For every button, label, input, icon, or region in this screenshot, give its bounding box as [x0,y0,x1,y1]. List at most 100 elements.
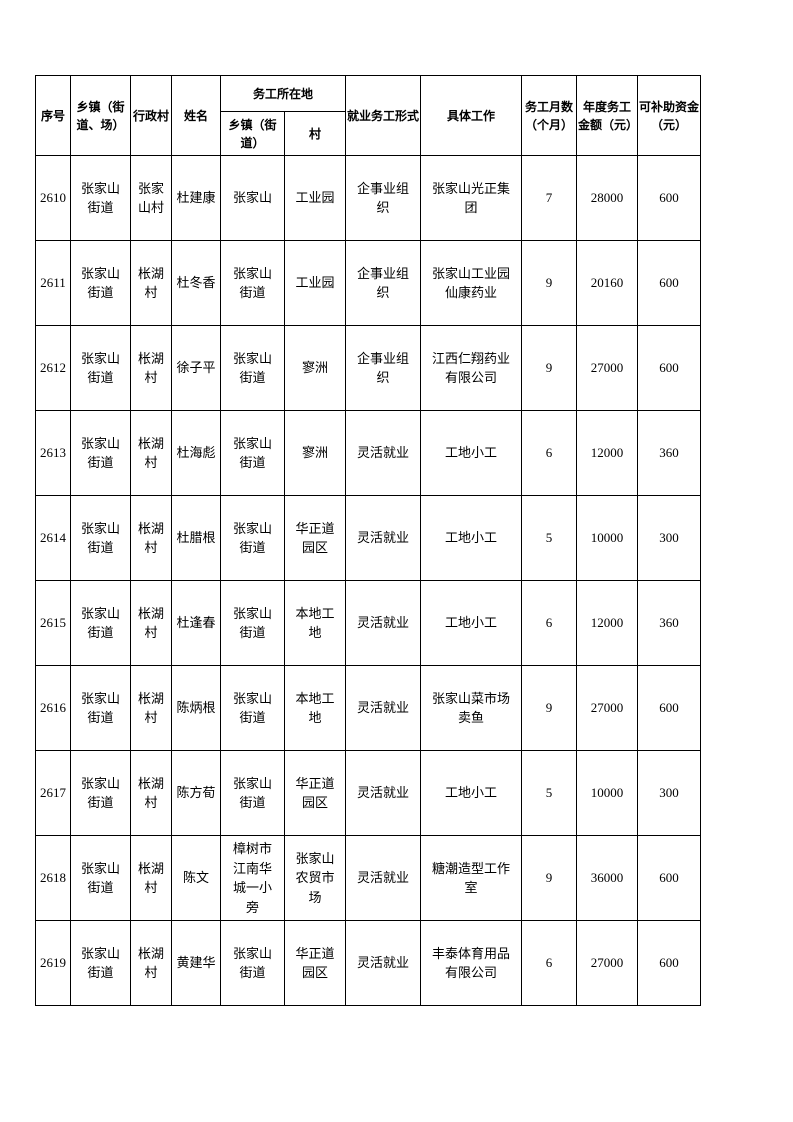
header-work-location-group: 务工所在地 [219,75,347,112]
cell-serial: 2611 [35,240,71,326]
cell-serial: 2617 [35,750,71,836]
cell-job: 工地小工 [420,410,523,496]
table-row: 2618 张家山街道 枨湖村 陈文 樟树市江南华城一小旁 张家山农贸市场 灵活就业 糖潮造型工… [35,835,702,921]
cell-township: 张家山街道 [70,920,131,1006]
cell-serial: 2619 [35,920,71,1006]
cell-months: 9 [521,835,578,921]
cell-employment-form: 灵活就业 [345,580,422,666]
cell-work-township: 张家山 [220,155,285,241]
table-row: 2611 张家山街道 枨湖村 杜冬香 张家山街道 工业园 企事业组织 张家山工业园仙康药业 9 2… [35,240,702,326]
cell-township: 张家山街道 [70,325,131,411]
header-work-village: 村 [283,111,347,156]
cell-subsidy: 600 [637,835,702,921]
cell-subsidy: 600 [637,920,702,1006]
header-village: 行政村 [130,75,172,156]
cell-subsidy: 600 [637,240,702,326]
cell-work-township: 张家山街道 [220,410,285,496]
cell-job: 糖潮造型工作室 [420,835,523,921]
header-months: 务工月数（个月） [521,75,578,156]
cell-annual-amount: 28000 [576,155,639,241]
table-row: 2615 张家山街道 枨湖村 杜逢春 张家山街道 本地工地 灵活就业 工地小工 6 12000 36… [35,580,702,666]
cell-annual-amount: 36000 [576,835,639,921]
cell-work-township: 张家山街道 [220,580,285,666]
cell-employment-form: 灵活就业 [345,920,422,1006]
cell-name: 杜逢春 [171,580,221,666]
cell-subsidy: 300 [637,750,702,836]
cell-months: 9 [521,240,578,326]
cell-name: 陈炳根 [171,665,221,751]
cell-serial: 2613 [35,410,71,496]
cell-job: 张家山工业园仙康药业 [420,240,523,326]
header-employment-form: 就业务工形式 [345,75,422,156]
cell-name: 杜冬香 [171,240,221,326]
cell-employment-form: 企事业组织 [345,155,422,241]
cell-serial: 2612 [35,325,71,411]
table-header: 序号 乡镇（街道、场） 行政村 姓名 务工所在地 就业务工形式 具体工作 务工月… [35,75,702,156]
cell-work-township: 张家山街道 [220,325,285,411]
header-serial: 序号 [35,75,71,156]
cell-subsidy: 600 [637,665,702,751]
cell-work-township: 张家山街道 [220,750,285,836]
cell-name: 杜海彪 [171,410,221,496]
cell-subsidy: 600 [637,325,702,411]
header-work-township: 乡镇（街道） [220,111,285,156]
cell-village: 枨湖村 [130,240,172,326]
cell-job: 张家山光正集团 [420,155,523,241]
header-township: 乡镇（街道、场） [70,75,131,156]
cell-work-township: 张家山街道 [220,240,285,326]
cell-work-township: 张家山街道 [220,495,285,581]
cell-name: 陈文 [171,835,221,921]
cell-work-township: 樟树市江南华城一小旁 [220,835,285,921]
cell-employment-form: 企事业组织 [345,325,422,411]
cell-village: 枨湖村 [130,835,172,921]
cell-months: 5 [521,750,578,836]
cell-work-village: 张家山农贸市场 [283,835,347,921]
cell-annual-amount: 27000 [576,665,639,751]
cell-months: 6 [521,580,578,666]
cell-subsidy: 360 [637,410,702,496]
cell-village: 枨湖村 [130,410,172,496]
cell-village: 枨湖村 [130,495,172,581]
header-name: 姓名 [171,75,221,156]
cell-township: 张家山街道 [70,835,131,921]
cell-work-village: 华正道园区 [283,750,347,836]
cell-work-township: 张家山街道 [220,665,285,751]
cell-work-village: 本地工地 [283,580,347,666]
cell-annual-amount: 12000 [576,410,639,496]
cell-job: 工地小工 [420,750,523,836]
cell-work-village: 工业园 [283,240,347,326]
cell-township: 张家山街道 [70,155,131,241]
cell-employment-form: 灵活就业 [345,665,422,751]
employment-subsidy-table: 序号 乡镇（街道、场） 行政村 姓名 务工所在地 就业务工形式 具体工作 务工月… [35,75,702,1006]
cell-annual-amount: 12000 [576,580,639,666]
table-row: 2616 张家山街道 枨湖村 陈炳根 张家山街道 本地工地 灵活就业 张家山菜市场卖鱼 9 270… [35,665,702,751]
cell-township: 张家山街道 [70,240,131,326]
cell-months: 5 [521,495,578,581]
cell-serial: 2610 [35,155,71,241]
cell-serial: 2618 [35,835,71,921]
cell-work-village: 工业园 [283,155,347,241]
cell-annual-amount: 27000 [576,325,639,411]
cell-name: 杜腊根 [171,495,221,581]
cell-name: 杜建康 [171,155,221,241]
cell-job: 工地小工 [420,580,523,666]
cell-village: 张家山村 [130,155,172,241]
cell-village: 枨湖村 [130,580,172,666]
cell-job: 张家山菜市场卖鱼 [420,665,523,751]
cell-work-village: 华正道园区 [283,495,347,581]
cell-months: 6 [521,410,578,496]
cell-village: 枨湖村 [130,665,172,751]
cell-work-township: 张家山街道 [220,920,285,1006]
cell-serial: 2616 [35,665,71,751]
header-annual-amount: 年度务工金额（元） [576,75,638,156]
cell-township: 张家山街道 [70,665,131,751]
cell-months: 9 [521,665,578,751]
cell-employment-form: 灵活就业 [345,410,422,496]
cell-employment-form: 灵活就业 [345,750,422,836]
cell-annual-amount: 10000 [576,750,639,836]
cell-job: 江西仁翔药业有限公司 [420,325,523,411]
table-row: 2612 张家山街道 枨湖村 徐子平 张家山街道 寥洲 企事业组织 江西仁翔药业有限公司 9 27… [35,325,702,411]
table-row: 2617 张家山街道 枨湖村 陈方荀 张家山街道 华正道园区 灵活就业 工地小工 5 10000 3… [35,750,702,836]
cell-employment-form: 企事业组织 [345,240,422,326]
